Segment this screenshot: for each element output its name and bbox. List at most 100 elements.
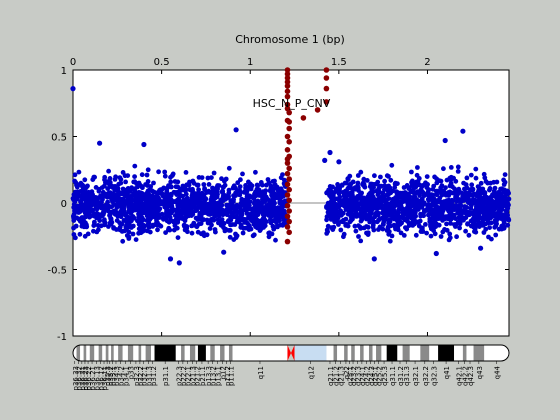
- cnv-point: [186, 212, 191, 218]
- ideogram-band: [376, 345, 382, 361]
- cnv-point: [488, 180, 493, 186]
- band-label: p32.2: [137, 366, 145, 386]
- cnv-point: [442, 191, 448, 197]
- cnv-point: [341, 231, 347, 237]
- cnv-point: [136, 214, 142, 220]
- ideogram-band: [381, 345, 387, 361]
- cnv-point: [206, 188, 212, 194]
- cnv-point: [278, 192, 284, 197]
- cnv-point: [481, 230, 487, 235]
- band-label: p32.3: [133, 366, 141, 386]
- cnv-point: [469, 182, 475, 188]
- cnv-point: [391, 222, 397, 228]
- cnv-point: [87, 199, 93, 204]
- cnv-point: [168, 174, 173, 180]
- cnv-point: [485, 218, 491, 223]
- cnv-point: [456, 186, 462, 192]
- ideogram-band: [111, 345, 114, 361]
- cnv-point: [132, 163, 138, 169]
- cnv-point: [353, 208, 359, 214]
- cnv-point: [415, 205, 421, 210]
- cnv-point: [212, 227, 218, 232]
- cnv-point: [252, 219, 258, 225]
- band-label: p33: [128, 366, 136, 379]
- cnv-point: [139, 172, 145, 178]
- cnv-point: [207, 211, 213, 217]
- cnv-point: [103, 202, 109, 208]
- cnv-point: [105, 186, 111, 192]
- cnv-point: [159, 201, 164, 207]
- band-label: q42.2: [462, 366, 470, 386]
- band-label: p36.33: [72, 366, 80, 390]
- cnv-point: [437, 208, 442, 213]
- y-tick-label: -0.5: [47, 266, 67, 277]
- cnv-point: [426, 187, 432, 193]
- cnv-point: [248, 181, 253, 187]
- cnv-point: [152, 213, 158, 219]
- cnv-point: [85, 231, 91, 237]
- cnv-point: [454, 199, 460, 204]
- cnv-point: [368, 192, 374, 198]
- ideogram-band: [337, 345, 345, 361]
- cnv-point: [130, 231, 136, 237]
- cnv-point: [329, 198, 334, 204]
- cnv-point: [155, 227, 160, 233]
- cnv-point: [271, 226, 277, 232]
- cnv-point: [414, 219, 419, 225]
- cnv-point: [141, 217, 146, 223]
- cnv-point: [462, 186, 467, 192]
- cnv-point: [434, 180, 440, 186]
- cnv-point: [367, 219, 373, 225]
- cnv-point: [478, 180, 484, 186]
- cnv-highlight-point: [300, 115, 307, 121]
- cnv-point: [92, 219, 97, 225]
- band-label: q12: [307, 366, 315, 379]
- ideogram-band: [133, 345, 139, 361]
- cnv-point: [501, 187, 507, 193]
- cnv-point: [278, 186, 284, 192]
- band-label: q24.2: [363, 366, 371, 386]
- cnv-point: [207, 226, 213, 231]
- ideogram-band: [210, 345, 215, 361]
- cnv-point: [470, 197, 476, 202]
- cnv-point: [421, 193, 427, 199]
- cnv-point: [355, 173, 361, 178]
- cnv-point: [489, 198, 495, 204]
- band-label: q25.3: [381, 366, 389, 386]
- cnv-point: [426, 193, 432, 199]
- cnv-point: [395, 223, 401, 229]
- cnv-point: [164, 207, 169, 213]
- cnv-point: [338, 198, 344, 204]
- cnv-point: [223, 210, 229, 216]
- band-label: q21.1: [327, 366, 335, 386]
- cnv-outlier-point: [478, 245, 484, 251]
- cnv-point: [223, 176, 229, 182]
- band-label: p11.1: [228, 366, 236, 386]
- cnv-point: [136, 230, 142, 236]
- cnv-point: [83, 213, 89, 219]
- cnv-point: [449, 190, 454, 196]
- ideogram-band: [122, 345, 128, 361]
- cnv-point: [240, 171, 245, 177]
- cnv-point: [151, 180, 156, 186]
- ideogram-band: [105, 345, 109, 361]
- cnv-point: [457, 209, 463, 214]
- band-label: q24.3: [368, 366, 376, 386]
- band-label: p22.2: [180, 366, 188, 386]
- band-label: p36.31: [79, 366, 87, 390]
- cnv-highlight-point: [284, 238, 291, 245]
- band-label: q32.3: [431, 366, 439, 386]
- cnv-point: [340, 190, 346, 195]
- cnv-point: [384, 192, 390, 198]
- ideogram-band: [108, 345, 112, 361]
- cnv-point: [354, 197, 360, 202]
- cnv-point: [100, 210, 106, 216]
- cnv-point: [137, 198, 142, 203]
- cnv-highlight-point: [286, 208, 293, 214]
- cnv-point: [376, 202, 381, 208]
- cnv-highlight-point: [284, 83, 291, 89]
- cnv-point: [72, 172, 78, 178]
- band-label: p36.12: [97, 366, 105, 390]
- cnv-point: [124, 233, 130, 238]
- ideogram-band: [73, 345, 77, 361]
